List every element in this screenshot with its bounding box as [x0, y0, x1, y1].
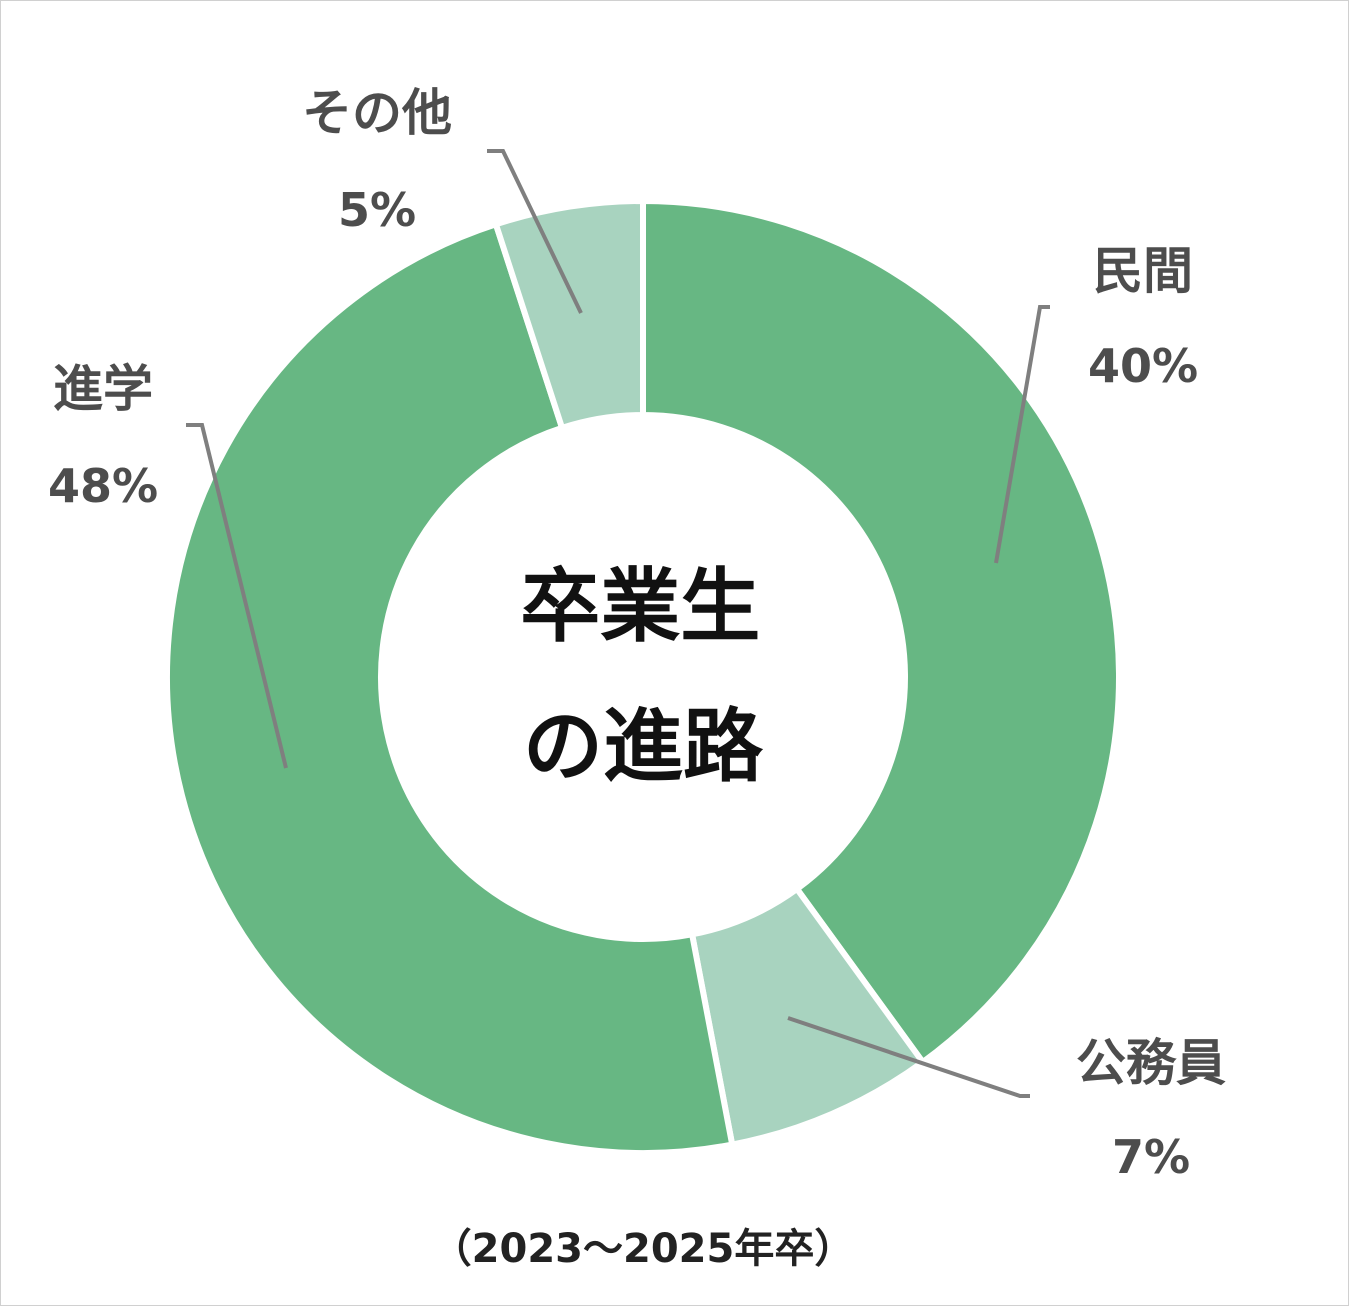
chart-caption: （2023～2025年卒） — [432, 1226, 855, 1272]
slice-label-2: 公務員 — [1076, 1034, 1226, 1092]
slice-3 — [163, 220, 736, 1157]
leader-line-1 — [994, 305, 1050, 564]
leader-line-3 — [186, 423, 288, 769]
slice-4 — [492, 197, 646, 432]
chart-title-line-2: の進路 — [523, 700, 764, 793]
slice-1 — [640, 197, 1122, 1067]
slice-value-3: 48% — [48, 459, 158, 513]
chart-title-line-1: 卒業生 — [520, 560, 760, 653]
chart-slices — [163, 197, 1122, 1157]
slice-value-4: 5% — [338, 183, 416, 237]
leader-line-2 — [787, 1016, 1030, 1098]
slice-label-3: 進学 — [53, 360, 153, 418]
slice-value-2: 7% — [1112, 1130, 1190, 1184]
chart-labels: 民間 40% 公務員 7% 進学 48% その他 5% — [48, 84, 1226, 1184]
slice-label-1: 民間 — [1093, 242, 1193, 300]
slice-label-4: その他 — [302, 84, 452, 142]
chart-title: 卒業生 の進路 — [520, 560, 766, 793]
leader-line-4 — [487, 149, 583, 314]
slice-value-1: 40% — [1088, 339, 1198, 393]
chart-leader-lines — [186, 149, 1050, 1098]
